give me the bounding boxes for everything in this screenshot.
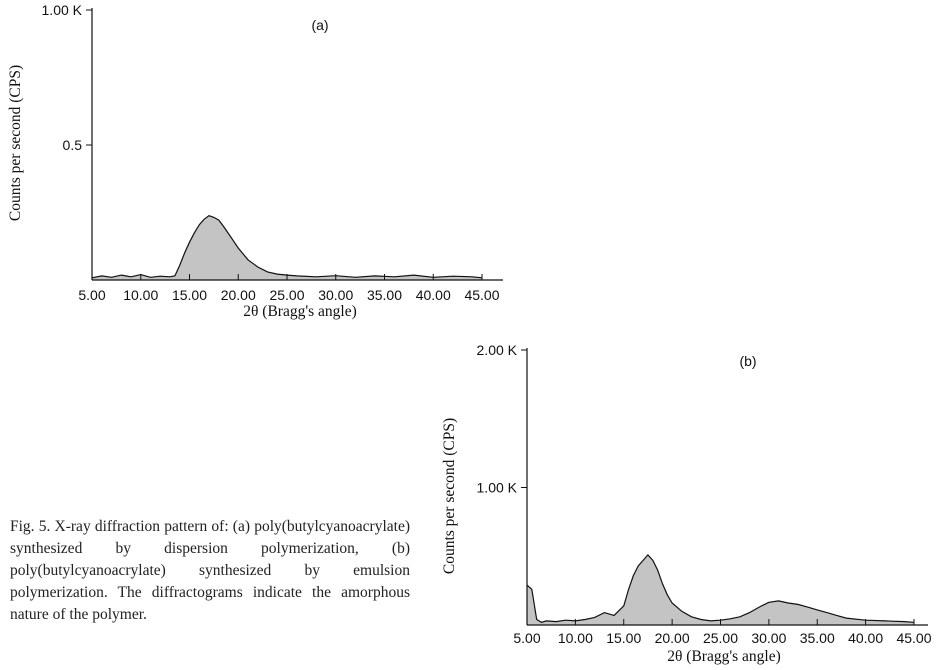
chart-b-x-axis-title: 2θ (Bragg's angle): [667, 648, 781, 665]
chart-b: 5.00 10.00 15.00 20.00 25.00 30.00 35.00 40.00 4…: [441, 342, 932, 665]
chart-b-x-tick-label: 15.00: [606, 630, 641, 646]
chart-b-x-tick-label: 20.00: [655, 630, 690, 646]
chart-b-x-tick-label: 10.00: [558, 630, 593, 646]
chart-a-y-tick-label: 0.5: [63, 137, 83, 153]
chart-a: 5.00 10.00 15.00 20.00 25.00 30.00 35.00 40.00 4…: [7, 2, 503, 320]
chart-b-x-tick-label: 30.00: [751, 630, 786, 646]
chart-a-y-ticks: 0.5 1.00 K: [42, 2, 92, 153]
chart-a-line: [91, 215, 483, 279]
chart-a-x-tick-label: 10.00: [123, 287, 158, 303]
chart-a-x-tick-label: 15.00: [172, 287, 207, 303]
chart-b-x-tick-label: 45.00: [896, 630, 931, 646]
chart-a-x-tick-label: 40.00: [416, 287, 451, 303]
chart-a-panel-label: (a): [311, 17, 328, 33]
chart-a-x-tick-label: 25.00: [269, 287, 304, 303]
chart-a-x-tick-label: 5.00: [78, 287, 105, 303]
chart-a-x-tick-label: 35.00: [367, 287, 402, 303]
chart-b-x-tick-label: 25.00: [703, 630, 738, 646]
chart-a-x-ticks: 5.00 10.00 15.00 20.00 25.00 30.00 35.00 40.00 4…: [78, 274, 500, 303]
chart-b-x-ticks: 5.00 10.00 15.00 20.00 25.00 30.00 35.00 40.00 4…: [513, 619, 932, 646]
chart-a-x-tick-label: 45.00: [464, 287, 499, 303]
chart-b-y-tick-label: 2.00 K: [477, 342, 518, 358]
chart-b-x-tick-label: 35.00: [800, 630, 835, 646]
chart-a-y-axis-title: Counts per second (CPS): [7, 65, 24, 221]
chart-b-area: [527, 554, 914, 625]
chart-b-line: [526, 553, 915, 623]
chart-a-area: [92, 215, 482, 280]
chart-b-y-tick-label: 1.00 K: [477, 480, 518, 496]
chart-b-y-axis-title: Counts per second (CPS): [441, 418, 458, 574]
chart-a-x-tick-label: 20.00: [221, 287, 256, 303]
chart-b-x-tick-label: 5.00: [513, 630, 540, 646]
chart-a-x-axis-title: 2θ (Bragg's angle): [243, 303, 357, 320]
figure-caption: Fig. 5. X-ray diffraction pattern of: (a…: [10, 518, 410, 623]
chart-a-y-tick-label: 1.00 K: [42, 2, 83, 18]
chart-b-y-ticks: 1.00 K 2.00 K: [477, 342, 527, 496]
chart-b-x-tick-label: 40.00: [848, 630, 883, 646]
chart-b-panel-label: (b): [739, 353, 756, 369]
chart-a-x-tick-label: 30.00: [318, 287, 353, 303]
